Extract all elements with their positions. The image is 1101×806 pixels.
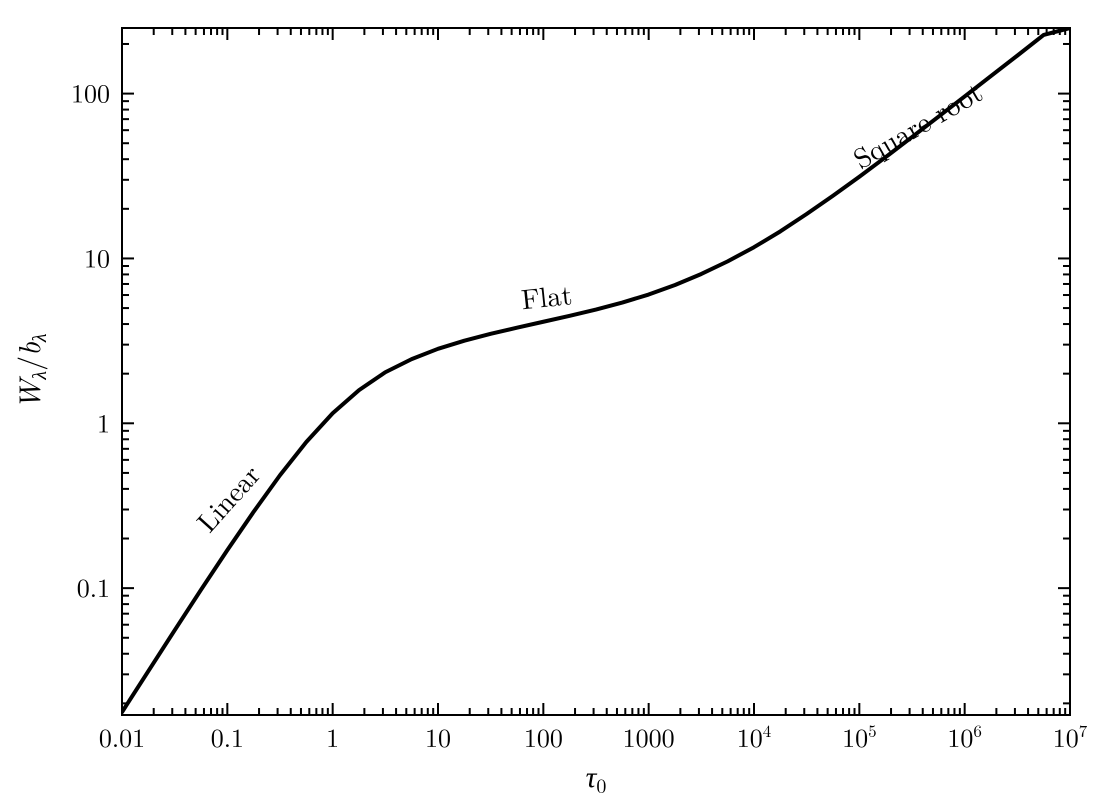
x-tick-label: 10 xyxy=(425,718,451,755)
x-tick-label: 1000 xyxy=(623,718,675,755)
y-axis-label: Wλ/bλ xyxy=(6,333,52,409)
x-tick-label: 100 xyxy=(524,718,563,755)
y-tick-label: 1 xyxy=(97,403,110,440)
annotation-flat: Flat xyxy=(519,273,574,318)
y-tick-label: 0.1 xyxy=(77,568,110,605)
x-tick-label: 0.1 xyxy=(211,718,244,755)
y-tick-label: 100 xyxy=(71,74,110,111)
y-tick-label: 10 xyxy=(84,238,110,275)
curve-of-growth-chart: 0.010.111010010001041051061070.1110100τ0… xyxy=(0,0,1101,806)
x-tick-label: 1 xyxy=(326,718,339,755)
chart-svg: 0.010.111010010001041051061070.1110100τ0… xyxy=(0,0,1101,806)
x-tick-label: 0.01 xyxy=(99,718,145,755)
